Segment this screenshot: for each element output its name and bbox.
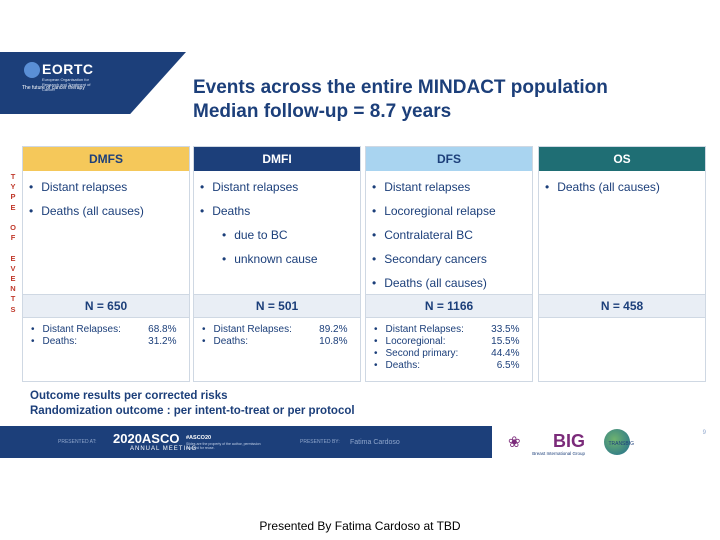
column-dfs: DFSDistant relapsesLocoregional relapseC… [365,146,533,382]
event-count: N = 458 [539,294,705,318]
caption: Presented By Fatima Cardoso at TBD [259,519,461,533]
event-type-item: Contralateral BC [372,223,526,247]
event-type-item: Deaths [200,199,354,223]
event-types: Distant relapsesDeathsdue to BCunknown c… [194,171,360,294]
hashtag: #ASCO20 Slides are the property of the a… [186,435,266,450]
annual-meeting-label: ANNUAL MEETING [130,446,198,452]
page-number: 9 [702,430,706,436]
event-type-item: Distant relapses [29,175,183,199]
side-letter: N [10,284,16,294]
event-type-item: Secondary cancers [372,247,526,271]
event-types: Deaths (all causes) [539,171,705,294]
event-count: N = 650 [23,294,189,318]
breakdown-value: 6.5% [496,360,520,371]
breakdown-label: Distant Relapses: [213,324,292,335]
event-type-item: due to BC [222,223,354,247]
eortc-logo-subtitle: European Organisation for Research and T… [42,77,91,92]
eortc-emblem-icon [24,62,40,78]
slide: EORTC European Organisation for Research… [0,52,720,458]
event-type-item: Deaths (all causes) [29,199,183,223]
notes-line-1: Outcome results per corrected risks [30,390,228,402]
title-line-2: Median follow-up = 8.7 years [193,101,452,122]
event-type-item: Deaths (all causes) [545,175,699,199]
side-letter: T [10,172,16,181]
breakdown-label: Second primary: [385,348,459,359]
presenter-name: Fatima Cardoso [350,439,400,446]
asco-logo: 2020ASCO [113,431,180,446]
breakdown-item: Distant Relapses: 68.8% [31,324,183,336]
side-letter: V [10,263,16,273]
event-breakdown: Distant Relapses: 68.8% Deaths: 31.2% [23,318,189,348]
event-count: N = 1166 [366,294,532,318]
column-heading: OS [539,147,705,171]
presented-by-label: PRESENTED BY: [300,439,340,445]
hashtag-sub: Slides are the property of the author, p… [186,442,261,450]
column-heading: DMFI [194,147,360,171]
column-os: OS Deaths (all causes) N = 458 [538,146,706,382]
event-types: Distant relapsesDeaths (all causes) [23,171,189,294]
globe-icon [604,429,630,455]
column-heading: DFS [366,147,532,171]
side-letter: S [10,304,16,314]
notes: Outcome results per corrected risks Rand… [30,389,355,419]
event-breakdown: Distant Relapses: 89.2% Deaths: 10.8% [194,318,360,348]
event-breakdown: Distant Relapses: 33.5% Locoregional: 15.5%… [366,318,532,372]
side-letter: Y [10,182,16,192]
side-letter: E [10,202,16,212]
side-letter: E [10,274,16,284]
transbig-logo: TRANSBIG [608,441,634,447]
breakdown-item: Locoregional: 15.5% [374,336,526,348]
eortc-logo: EORTC [42,61,94,77]
side-letter: P [10,192,16,202]
event-types: Distant relapsesLocoregional relapseCont… [366,171,532,294]
slide-title: Events across the entire MINDACT populat… [193,76,608,124]
breakdown-value: 10.8% [319,336,348,347]
breakdown-item: Second primary: 44.4% [374,348,526,360]
title-line-1: Events across the entire MINDACT populat… [193,77,608,98]
breakdown-value: 89.2% [319,324,348,335]
breakdown-value: 68.8% [148,324,177,335]
notes-line-2: Randomization outcome : per intent-to-tr… [30,405,355,417]
breakdown-value: 33.5% [491,324,520,335]
breakdown-label: Deaths: [385,360,420,371]
event-type-item: Distant relapses [200,175,354,199]
breakdown-item: Deaths: 31.2% [31,336,183,348]
hashtag-text: #ASCO20 [186,435,212,441]
event-count: N = 501 [194,294,360,318]
partner-logos: ❀ BIG Breast International Group TRANSBI… [492,426,720,458]
big-emblem-icon: ❀ [508,434,521,451]
side-letter [7,243,19,253]
breakdown-item: Distant Relapses: 33.5% [374,324,526,336]
breakdown-label: Distant Relapses: [385,324,464,335]
breakdown-value: 15.5% [491,336,520,347]
side-letter: F [10,233,16,243]
side-letter: O [10,223,16,233]
event-type-item: unknown cause [222,247,354,271]
column-heading: DMFS [23,147,189,171]
breakdown-label: Locoregional: [385,336,446,347]
column-dmfi: DMFIDistant relapsesDeathsdue to BCunkno… [193,146,361,382]
footer-bar: PRESENTED AT: 2020ASCO ANNUAL MEETING #A… [0,426,720,458]
breakdown-label: Distant Relapses: [42,324,121,335]
presented-at-label: PRESENTED AT: [58,439,97,445]
event-type-item: Locoregional relapse [372,199,526,223]
event-type-item: Deaths (all causes) [372,271,526,295]
breakdown-item: Deaths: 10.8% [202,336,354,348]
event-type-item: Distant relapses [372,175,526,199]
column-dmfs: DMFSDistant relapsesDeaths (all causes)N… [22,146,190,382]
breakdown-label: Deaths: [213,336,248,347]
breakdown-label: Deaths: [42,336,77,347]
side-letter [7,213,19,223]
breakdown-item: Deaths: 6.5% [374,360,526,372]
big-subtitle: Breast International Group [532,451,585,456]
side-letter: E [10,253,16,263]
big-logo: BIG [552,431,585,451]
eortc-tagline: The future of cancer therapy [22,85,85,91]
side-letter: T [10,294,16,304]
breakdown-value: 31.2% [148,336,177,347]
breakdown-item: Distant Relapses: 89.2% [202,324,354,336]
event-breakdown [539,318,705,324]
breakdown-value: 44.4% [491,348,520,359]
